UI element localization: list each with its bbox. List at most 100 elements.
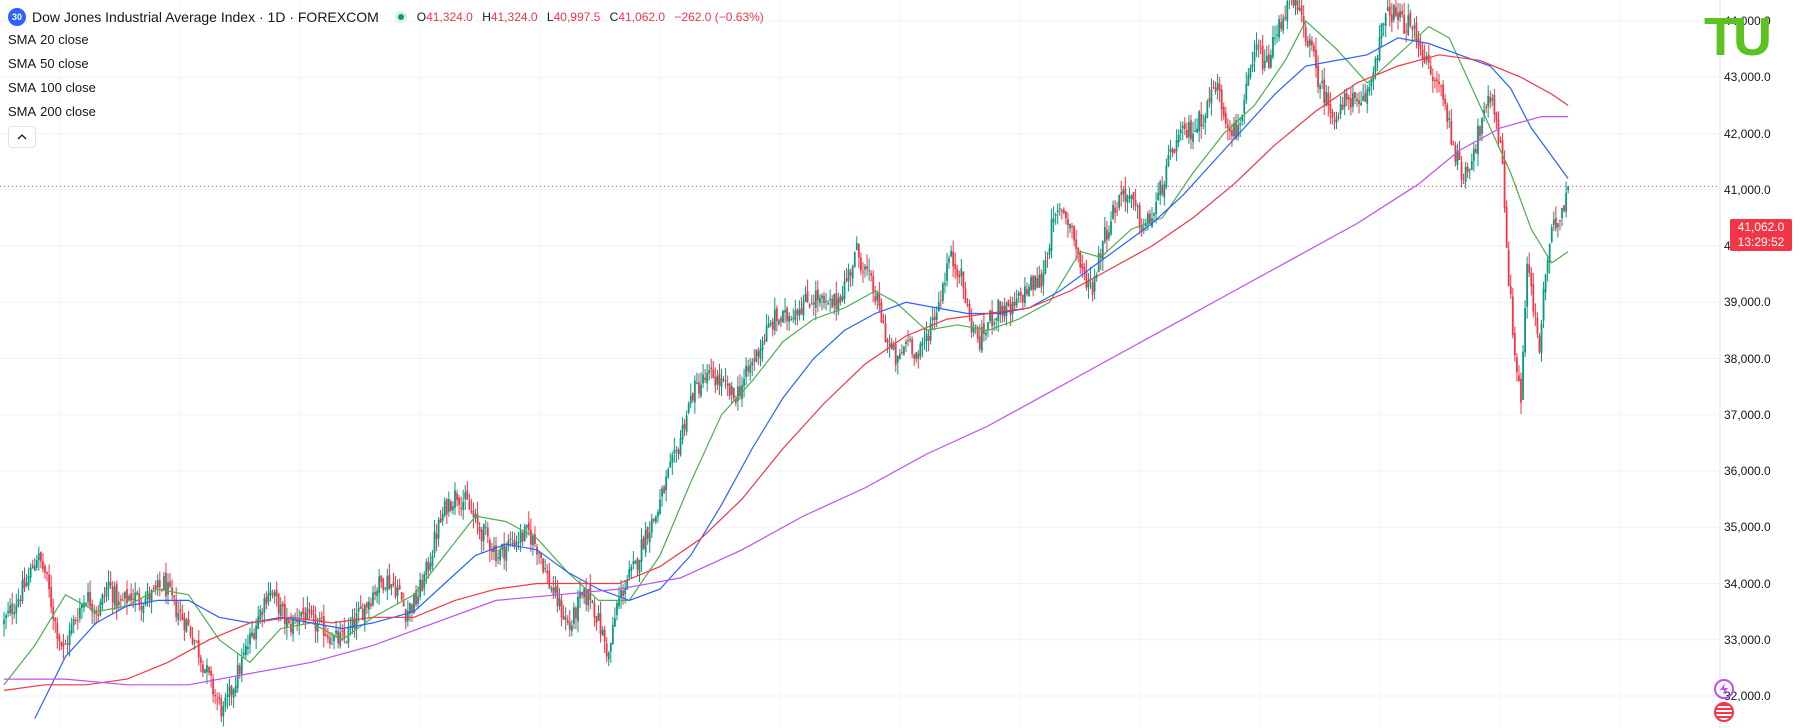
last-price-tag: 41,062.0 13:29:52 bbox=[1730, 219, 1792, 251]
candle-up bbox=[279, 604, 282, 616]
candle-down bbox=[734, 398, 737, 404]
candle-down bbox=[1509, 286, 1512, 295]
candle-down bbox=[552, 587, 555, 596]
candle-up bbox=[837, 298, 840, 312]
candle-up bbox=[1270, 54, 1272, 68]
candle-down bbox=[476, 513, 479, 525]
candle-down bbox=[831, 298, 834, 308]
candle-up bbox=[702, 374, 704, 384]
candle-down bbox=[91, 603, 94, 612]
candle-up bbox=[1366, 89, 1369, 104]
collapse-legend-button[interactable] bbox=[8, 126, 36, 148]
candle-down bbox=[605, 643, 608, 657]
candle-up bbox=[464, 492, 467, 499]
candle-up bbox=[206, 664, 208, 673]
candle-down bbox=[560, 600, 563, 618]
candle-down bbox=[486, 527, 489, 537]
candle-down bbox=[540, 552, 542, 558]
candle-up bbox=[987, 322, 989, 330]
candle-up bbox=[240, 657, 243, 674]
candle-down bbox=[1220, 89, 1223, 110]
candle-up bbox=[1024, 286, 1026, 303]
candle-up bbox=[70, 624, 73, 633]
candle-up bbox=[1567, 186, 1570, 191]
symbol-title[interactable]: Dow Jones Industrial Average Index · 1D … bbox=[32, 9, 379, 25]
candle-down bbox=[210, 670, 212, 676]
candle-up bbox=[659, 499, 661, 515]
candle-up bbox=[1245, 83, 1248, 101]
candle-up bbox=[538, 552, 540, 554]
candle-up bbox=[1386, 7, 1389, 12]
candle-up bbox=[247, 646, 249, 650]
candle-down bbox=[1530, 272, 1533, 287]
candle-down bbox=[66, 643, 69, 646]
candle-up bbox=[667, 469, 670, 478]
candle-up bbox=[1034, 276, 1037, 290]
candle-up bbox=[99, 601, 102, 615]
candle-down bbox=[341, 630, 344, 632]
candle-up bbox=[819, 297, 821, 304]
candle-up bbox=[384, 587, 387, 589]
candle-up bbox=[1321, 80, 1324, 83]
candle-down bbox=[158, 580, 161, 588]
candle-down bbox=[917, 353, 920, 360]
candle-up bbox=[1413, 25, 1416, 29]
chart-grid bbox=[0, 0, 1720, 728]
us-flag-icon[interactable] bbox=[1714, 702, 1734, 722]
candle-up bbox=[1202, 124, 1205, 126]
price-axis-label: 33,000.0 bbox=[1724, 632, 1771, 647]
candle-up bbox=[1472, 149, 1475, 161]
lightning-icon[interactable] bbox=[1714, 679, 1734, 699]
candle-down bbox=[800, 307, 803, 315]
candle-up bbox=[1241, 115, 1244, 122]
candle-up bbox=[113, 586, 116, 606]
candle-down bbox=[1185, 129, 1188, 138]
candle-up bbox=[204, 669, 206, 674]
candle-down bbox=[603, 629, 606, 642]
candle-down bbox=[1446, 104, 1449, 122]
candle-down bbox=[1495, 112, 1498, 121]
sma-lines-layer bbox=[3, 20, 1569, 719]
candle-up bbox=[1561, 207, 1563, 219]
candle-up bbox=[909, 339, 911, 341]
candle-down bbox=[857, 243, 860, 258]
candle-up bbox=[482, 524, 485, 541]
candle-down bbox=[1345, 93, 1348, 100]
candle-down bbox=[790, 318, 793, 321]
candle-up bbox=[626, 580, 629, 590]
candle-up bbox=[3, 619, 5, 625]
candle-down bbox=[1032, 276, 1034, 290]
candle-down bbox=[1224, 113, 1227, 124]
candle-down bbox=[1091, 282, 1094, 295]
candle-down bbox=[663, 486, 665, 494]
indicator-sma-50[interactable]: SMA 50 close bbox=[8, 52, 764, 76]
candle-down bbox=[404, 609, 407, 623]
candle-up bbox=[294, 618, 296, 620]
indicator-sma-20[interactable]: SMA 20 close bbox=[8, 28, 764, 52]
candle-down bbox=[119, 598, 122, 601]
candle-down bbox=[866, 266, 868, 270]
candle-down bbox=[1415, 22, 1418, 42]
indicator-sma-100[interactable]: SMA 100 close bbox=[8, 76, 764, 100]
candle-up bbox=[618, 598, 620, 607]
ohlc-values: O41,324.0 H41,324.0 L40,997.5 C41,062.0 … bbox=[417, 10, 764, 24]
candle-down bbox=[359, 606, 362, 609]
candle-up bbox=[1272, 37, 1274, 58]
candle-up bbox=[847, 269, 850, 282]
symbol-logo-icon[interactable]: 30 bbox=[8, 8, 26, 26]
candle-down bbox=[870, 273, 873, 276]
candle-up bbox=[1159, 181, 1162, 196]
candle-down bbox=[324, 634, 327, 636]
candle-down bbox=[214, 694, 217, 697]
candle-down bbox=[1329, 104, 1332, 113]
candle-up bbox=[821, 295, 823, 299]
candle-down bbox=[62, 643, 65, 647]
candle-down bbox=[1007, 299, 1010, 306]
candle-up bbox=[1206, 100, 1209, 118]
candle-up bbox=[1298, 8, 1301, 11]
indicator-sma-200[interactable]: SMA 200 close bbox=[8, 100, 764, 124]
candle-up bbox=[267, 593, 270, 602]
candle-up bbox=[273, 591, 276, 597]
candle-up bbox=[1255, 44, 1258, 51]
